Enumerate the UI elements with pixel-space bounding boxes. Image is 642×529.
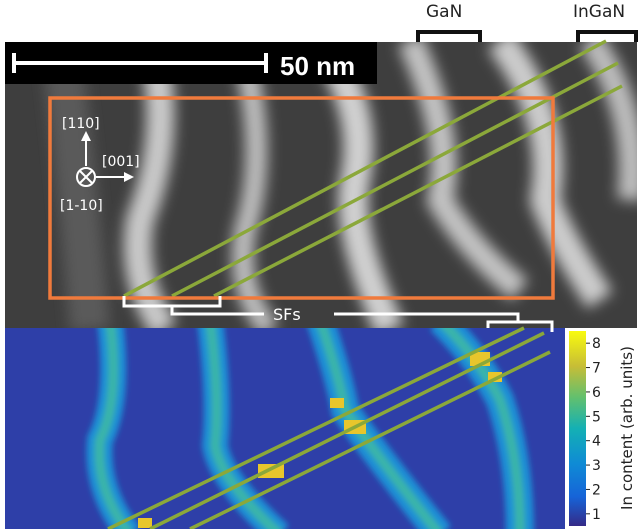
direction-1m10-label: [1-10]: [60, 198, 103, 214]
scale-bar: 50 nm: [5, 42, 377, 84]
colorbar-gradient: [569, 331, 586, 526]
sfs-label: SFs: [273, 305, 301, 324]
colorbar: 1 2 3 4 5 6 7 8 In content (arb. units): [569, 331, 636, 526]
scale-bar-label: 50 nm: [280, 51, 355, 81]
colorbar-tick-label: 4: [592, 434, 601, 450]
sf-bracket-4: [486, 320, 554, 332]
arrow-up-icon: [81, 131, 91, 141]
into-page-icon: [76, 167, 96, 187]
colorbar-tick-label: 6: [592, 385, 601, 401]
in-content-map: [5, 328, 565, 529]
sf-line-1: [123, 39, 607, 298]
colorbar-tick-label: 3: [592, 458, 601, 474]
colorbar-tick-label: 2: [592, 482, 601, 498]
colorbar-tick-label: 5: [592, 409, 601, 425]
sf-line-4: [107, 326, 525, 529]
sfs-annotation: [122, 296, 554, 332]
sf-line-5: [149, 331, 545, 529]
sf-bracket-3: [334, 312, 520, 322]
colorbar-tick-label: 7: [592, 361, 601, 377]
ingan-label-group: InGaN: [573, 2, 638, 42]
ingan-bracket: [576, 30, 638, 42]
gan-bracket: [416, 30, 482, 42]
direction-001-label: [001]: [102, 154, 140, 170]
sf-line-2: [171, 61, 619, 298]
sf-bracket-2: [170, 306, 264, 316]
colorbar-tick-label: 1: [592, 507, 601, 523]
direction-indicator: [110] [001] [1-10]: [60, 116, 140, 214]
sf-line-6: [189, 350, 551, 529]
gan-label-group: GaN: [416, 2, 482, 42]
ingan-label: InGaN: [573, 2, 625, 22]
colorbar-ticks: 1 2 3 4 5 6 7 8: [586, 336, 601, 523]
arrow-right-icon: [124, 172, 134, 182]
colorbar-label: In content (arb. units): [618, 346, 636, 510]
direction-110-label: [110]: [62, 116, 100, 132]
gan-label: GaN: [426, 2, 462, 22]
colorbar-tick-label: 8: [592, 336, 601, 352]
stacking-fault-lines: [107, 39, 623, 529]
roi-box: [48, 96, 555, 300]
